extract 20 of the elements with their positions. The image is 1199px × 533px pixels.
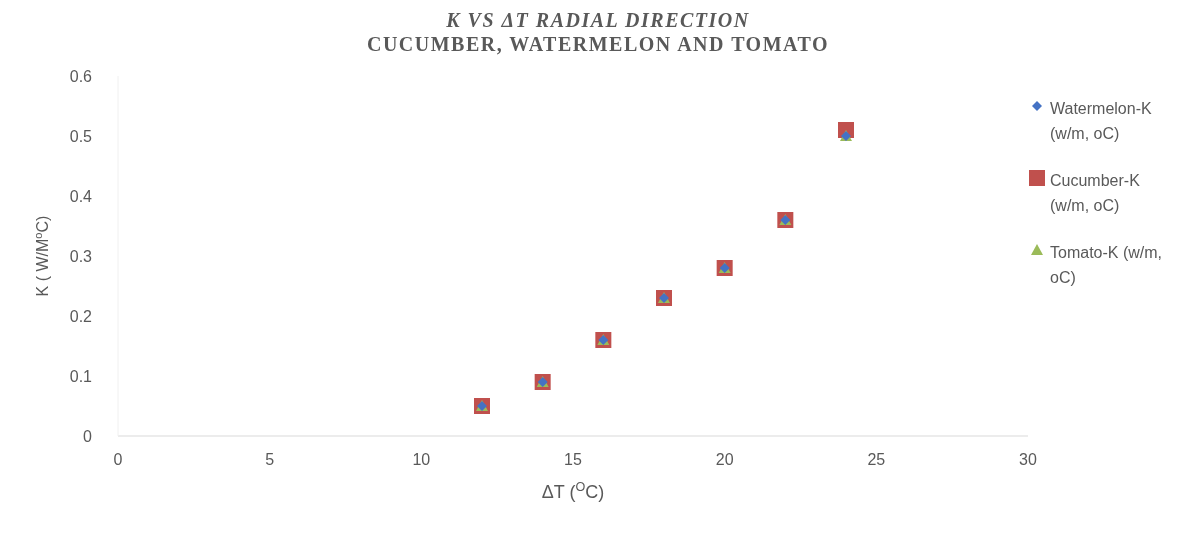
x-tick-label: 10 [412, 451, 431, 469]
x-tick-label: 20 [715, 451, 734, 469]
y-tick-label: 0.4 [69, 187, 93, 205]
y-tick-label: 0 [83, 427, 93, 445]
y-tick-label: 0.1 [69, 367, 93, 385]
chart-title: K VS ΔT RADIAL DIRECTION [445, 8, 751, 32]
chart-subtitle: CUCUMBER, WATERMELON AND TOMATO [365, 32, 831, 56]
x-tick-label: 0 [113, 451, 123, 469]
x-tick-label: 5 [265, 451, 275, 469]
legend-label: Watermelon-K (w/m, oC) [1050, 99, 1153, 144]
y-tick-label: 0.2 [69, 307, 93, 325]
x-tick-label: 15 [564, 451, 582, 469]
legend-label: Tomato-K (w/m, oC) [1050, 243, 1163, 288]
x-tick-label: 30 [1019, 451, 1037, 469]
x-tick-label: 25 [867, 451, 886, 469]
y-tick-label: 0.5 [69, 127, 93, 145]
y-tick-label: 0.6 [69, 67, 93, 85]
legend-label: Cucumber-K (w/m, oC) [1050, 171, 1141, 216]
y-tick-label: 0.3 [69, 247, 93, 265]
x-axis-title: ΔT ($^{O}$C) [541, 480, 605, 502]
